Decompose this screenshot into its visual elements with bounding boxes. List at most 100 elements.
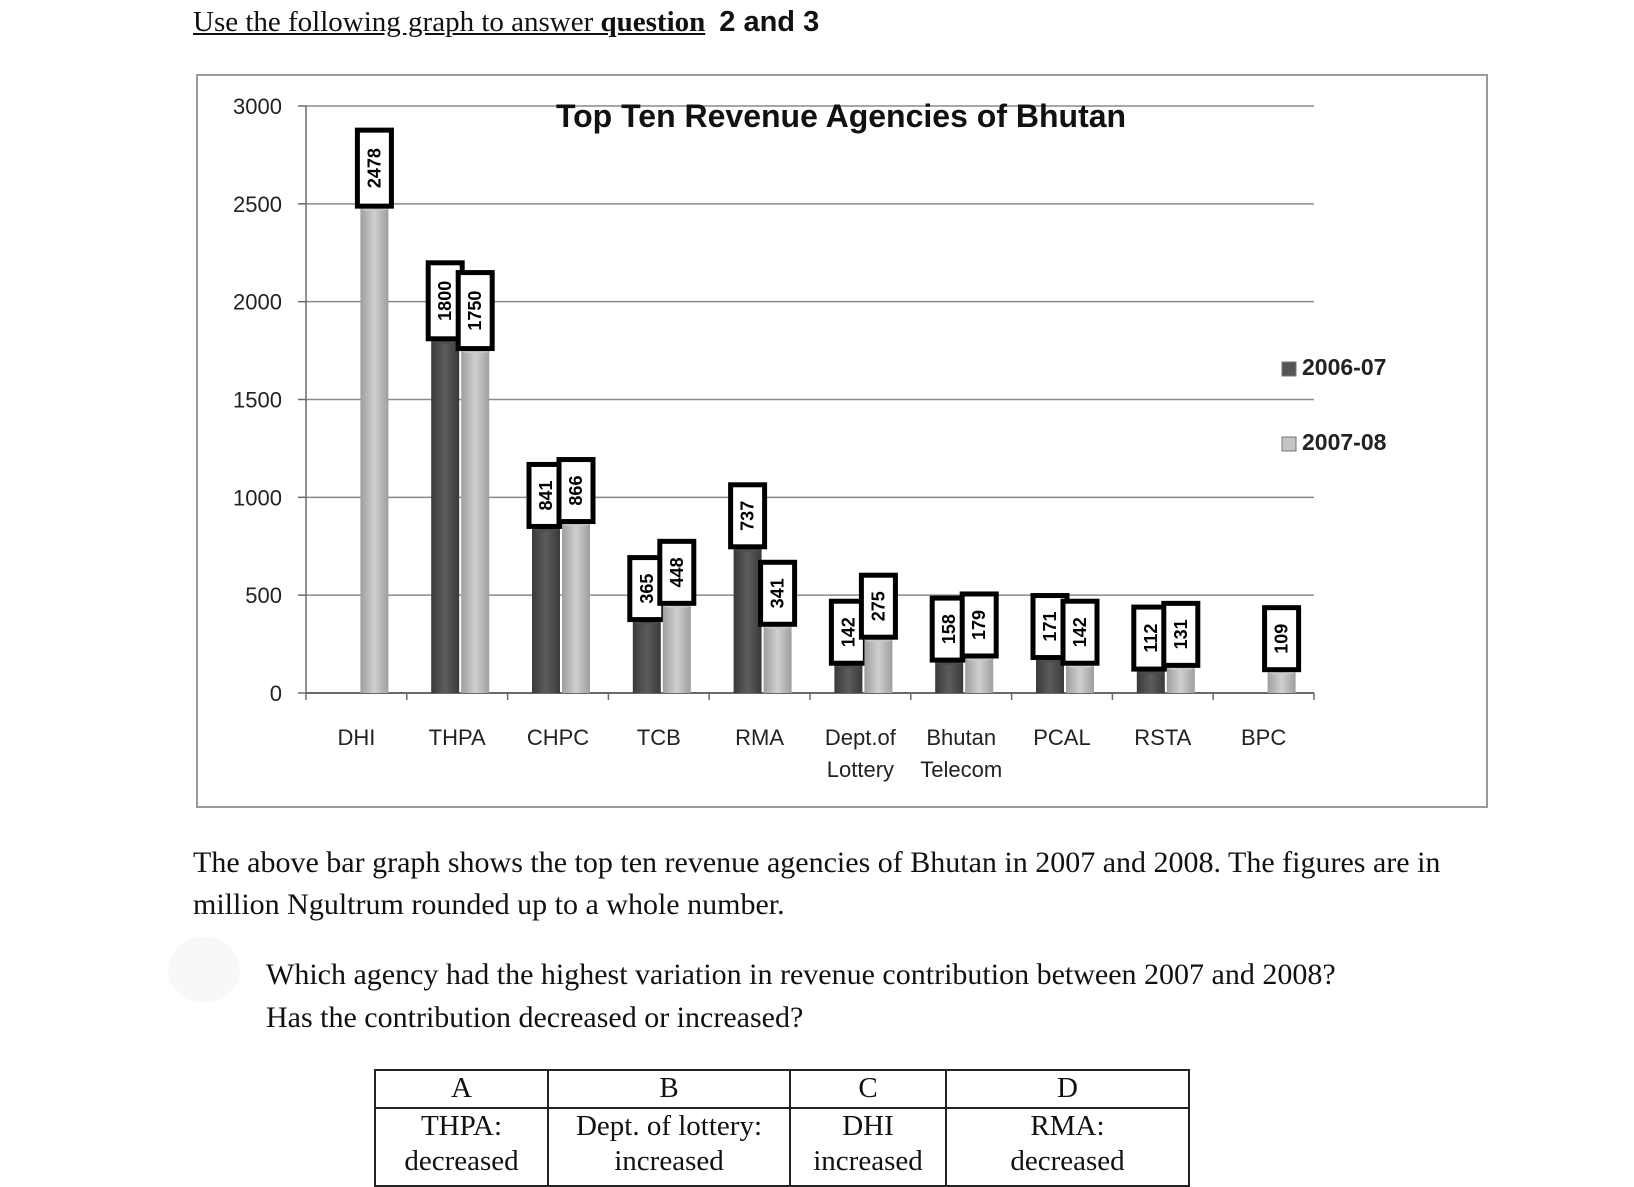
option-d-line-2: decreased [1010, 1145, 1125, 1177]
option-b-letter[interactable]: B [547, 1069, 791, 1109]
data-label-box [758, 559, 798, 627]
question-line-2: Has the contribution decreased or increa… [266, 1001, 804, 1034]
bar-2007-08 [965, 657, 994, 693]
y-tick-label: 2000 [233, 290, 282, 315]
x-category-label: Telecom [920, 757, 1002, 782]
chart-title: Top Ten Revenue Agencies of Bhutan [556, 98, 1126, 134]
question-line-1: Which agency had the highest variation i… [266, 958, 1336, 991]
x-category-label: Bhutan [926, 725, 996, 750]
bar-2007-08 [562, 523, 590, 693]
y-tick-label: 0 [270, 681, 282, 706]
data-label: 841 [536, 480, 556, 510]
bar-2006-07 [431, 340, 460, 693]
data-label-box [728, 482, 768, 550]
data-label: 142 [1070, 617, 1090, 647]
data-label-box [354, 127, 394, 209]
data-label-box [1262, 605, 1302, 673]
data-label: 158 [939, 614, 959, 644]
x-category-label: RSTA [1134, 725, 1191, 750]
option-a-letter[interactable]: A [374, 1069, 549, 1109]
y-tick-label: 2500 [233, 192, 282, 217]
bar-2006-07 [733, 548, 762, 693]
x-category-label: Dept.of [825, 725, 897, 750]
y-tick-label: 1000 [233, 485, 282, 510]
data-label-box [556, 457, 596, 525]
question-header: Use the following graph to answer questi… [193, 6, 819, 39]
data-label: 109 [1272, 624, 1292, 654]
option-c-letter[interactable]: C [789, 1069, 947, 1109]
data-label: 275 [868, 591, 888, 621]
y-tick-label: 500 [245, 583, 282, 608]
header-question-word: question [600, 6, 706, 38]
x-category-label: Lottery [827, 757, 894, 782]
bar-2006-07 [1036, 659, 1064, 693]
x-category-label: RMA [735, 725, 784, 750]
data-label: 341 [768, 578, 788, 608]
bar-2007-08 [360, 208, 389, 693]
option-a-answer[interactable]: THPA: decreased [374, 1107, 549, 1187]
x-category-label: THPA [429, 725, 486, 750]
chart-description: The above bar graph shows the top ten re… [193, 846, 1441, 921]
data-label: 1750 [465, 291, 485, 331]
data-label: 131 [1171, 619, 1191, 649]
data-label-box [1060, 598, 1100, 666]
y-tick-label: 1500 [233, 388, 282, 413]
bar-2006-07 [935, 662, 964, 693]
bar-2007-08 [1066, 665, 1094, 693]
header-question-numbers: 2 and 3 [719, 6, 820, 38]
chart-frame: 0 500 1000 1500 2000 2500 3000 Top Ten Revenue … [196, 74, 1488, 808]
data-label: 866 [566, 476, 586, 506]
data-label-box [455, 270, 495, 352]
data-label: 179 [969, 610, 989, 640]
answer-options-table: A B C D THPA: decreased Dept. of lottery… [374, 1069, 1190, 1187]
option-d-line-1: RMA: [1030, 1110, 1105, 1142]
option-b-answer[interactable]: Dept. of lottery: increased [547, 1107, 791, 1187]
y-tick-label: 3000 [233, 94, 282, 119]
x-category-label: TCB [637, 725, 681, 750]
bar-2007-08 [662, 605, 691, 693]
option-d-letter[interactable]: D [945, 1069, 1190, 1109]
bar-2007-08 [1267, 671, 1296, 693]
data-label: 737 [738, 501, 758, 531]
bar-2006-07 [834, 665, 863, 693]
option-letters-row: A B C D [374, 1069, 1190, 1109]
option-a-line-2: decreased [404, 1145, 519, 1177]
x-category-label: DHI [337, 725, 375, 750]
option-c-line-2: increased [813, 1145, 923, 1177]
x-category-label: PCAL [1033, 725, 1090, 750]
legend-label: 2006-07 [1302, 354, 1386, 380]
option-b-line-1: Dept. of lottery: [575, 1110, 763, 1142]
data-label: 2478 [364, 148, 384, 188]
data-label: 1800 [435, 281, 455, 321]
legend-swatch [1281, 361, 1297, 377]
option-c-line-1: DHI [842, 1110, 894, 1142]
data-label: 171 [1040, 612, 1060, 642]
legend-swatch [1281, 436, 1297, 452]
header-lead-text: Use the following graph to answer [193, 6, 601, 38]
x-category-label: BPC [1241, 725, 1286, 750]
option-answers-row: THPA: decreased Dept. of lottery: increa… [374, 1107, 1190, 1187]
data-label: 448 [667, 557, 687, 587]
question-text: Which agency had the highest variation i… [266, 953, 1596, 1039]
bar-2006-07 [632, 621, 661, 693]
bar-2006-07 [532, 528, 560, 693]
bar-chart: 0 500 1000 1500 2000 2500 3000 Top Ten Revenue … [233, 94, 1387, 782]
scan-smudge [168, 937, 240, 1003]
legend-label: 2007-08 [1302, 429, 1387, 455]
option-a-line-1: THPA: [420, 1110, 503, 1142]
bar-2007-08 [1166, 667, 1195, 693]
data-label-box [858, 572, 898, 640]
x-category-label: CHPC [527, 725, 589, 750]
data-label-box [1161, 600, 1201, 668]
data-label-box [959, 591, 999, 659]
bar-2007-08 [864, 639, 893, 693]
data-label: 142 [838, 617, 858, 647]
data-label: 365 [637, 574, 657, 604]
option-b-line-2: increased [614, 1145, 724, 1177]
option-d-answer[interactable]: RMA: decreased [945, 1107, 1190, 1187]
data-label-box [657, 538, 697, 606]
bar-2006-07 [1136, 671, 1165, 693]
bar-2007-08 [763, 626, 792, 693]
bar-2007-08 [461, 350, 490, 693]
option-c-answer[interactable]: DHI increased [789, 1107, 947, 1187]
